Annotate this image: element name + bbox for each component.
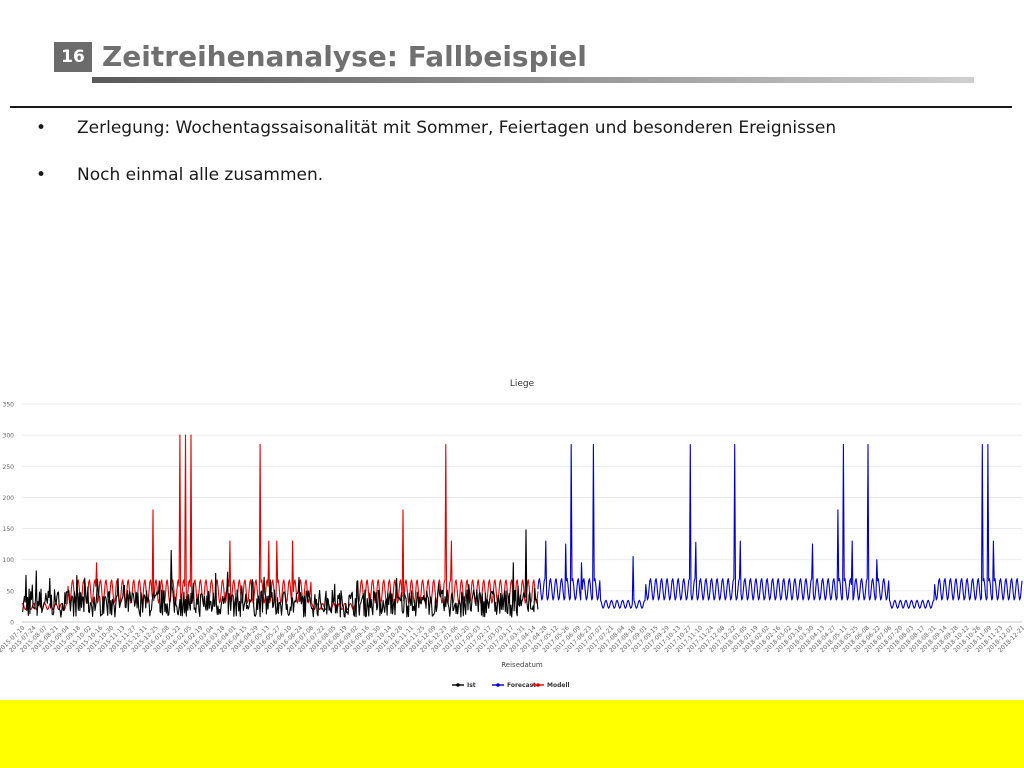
slide-number: 16	[54, 42, 92, 72]
bullet-text: Noch einmal alle zusammen.	[77, 165, 324, 185]
legend-marker	[496, 683, 500, 687]
chart-container: Liege 0 50 100 150 200 250 300 350 2015-07-10 2015…	[0, 372, 1024, 697]
bullet-list: • Zerlegung: Wochentagssaisonalität mit …	[34, 116, 836, 210]
bullet-item: • Zerlegung: Wochentagssaisonalität mit …	[34, 116, 836, 140]
y-tick-label: 350	[3, 402, 15, 409]
x-axis-label: Reisedatum	[501, 661, 543, 669]
y-tick-label: 200	[3, 495, 15, 502]
bullet-item: • Noch einmal alle zusammen.	[34, 163, 836, 187]
chart-title: Liege	[510, 379, 535, 389]
header-rule	[10, 106, 1012, 108]
legend-label: Modell	[547, 682, 570, 689]
y-tick-label: 250	[3, 464, 15, 471]
bullet-text: Zerlegung: Wochentagssaisonalität mit So…	[77, 118, 837, 138]
slide-title: Zeitreihenanalyse: Fallbeispiel	[102, 40, 587, 73]
legend-label: Forecast	[507, 682, 536, 689]
legend-marker	[456, 683, 460, 687]
y-tick-label: 0	[10, 620, 14, 627]
series-line-ist	[21, 529, 539, 618]
y-tick-label: 50	[6, 588, 14, 595]
legend-marker	[536, 683, 540, 687]
line-chart: Liege0501001502002503003502015-07-102015…	[0, 379, 1024, 689]
y-tick-label: 100	[3, 557, 15, 564]
footer-band	[0, 700, 1024, 768]
y-tick-label: 150	[3, 526, 15, 533]
legend-label: Ist	[467, 682, 476, 689]
series-line-modell	[21, 434, 539, 611]
bullet-marker: •	[36, 118, 47, 138]
bullet-marker: •	[36, 165, 47, 185]
y-tick-label: 300	[3, 433, 15, 440]
series-line-forecast	[537, 443, 1023, 609]
title-underline	[92, 77, 974, 83]
